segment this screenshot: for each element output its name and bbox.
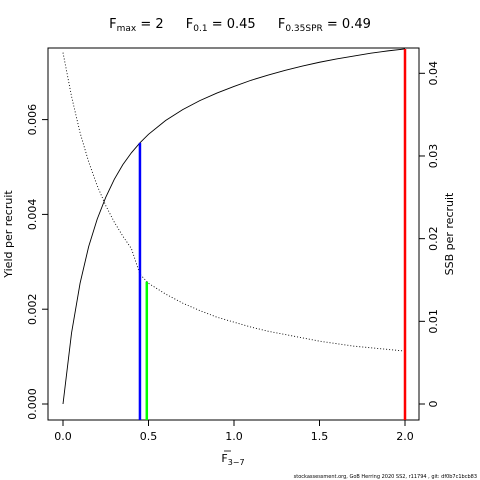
title-f01-main: F: [186, 17, 193, 32]
x-axis-label-main: F: [221, 452, 227, 465]
x-tick-label: 1.0: [225, 430, 243, 443]
plot-frame: [47, 47, 420, 421]
footer-note: stockassessment.org, GoB Herring 2020 SS…: [294, 474, 477, 480]
x-tick-label: 1.5: [311, 430, 329, 443]
reference-lines: [138, 48, 407, 420]
y-axis-left: 0.000 0.002 0.004 0.006: [26, 104, 48, 420]
y-right-tick-label: 0: [427, 401, 440, 408]
x-tick-label: 0.5: [140, 430, 158, 443]
y-left-tick-label: 0.000: [26, 388, 39, 420]
chart-title: Fmax = 2 F0.1 = 0.45 F0.35SPR = 0.49: [109, 17, 371, 34]
y-left-tick-label: 0.002: [26, 293, 39, 325]
y-right-tick-label: 0.03: [427, 144, 440, 169]
title-fspr-main: F: [278, 17, 285, 32]
x-axis-label-sub: 3−7: [228, 458, 245, 467]
y-right-tick-label: 0.01: [427, 309, 440, 334]
title-f01-val: = 0.45: [208, 17, 256, 32]
x-axis: 0.0 0.5 1.0 1.5 2.0: [54, 420, 414, 443]
y-right-tick-label: 0.04: [427, 61, 440, 86]
x-axis-label: F3−7: [221, 452, 244, 467]
title-fspr-sub: 0.35SPR: [285, 24, 322, 34]
title-f01-sub: 0.1: [193, 24, 207, 34]
y-left-tick-label: 0.006: [26, 104, 39, 136]
title-fmax-val: = 2: [136, 17, 163, 32]
title-fmax-sub: max: [117, 24, 137, 34]
x-tick-label: 2.0: [396, 430, 414, 443]
yield-per-recruit-curve: [62, 48, 406, 405]
series-layer: [62, 48, 406, 405]
y-axis-right: 0 0.01 0.02 0.03 0.04: [419, 61, 440, 408]
y-left-tick-label: 0.004: [26, 199, 39, 231]
ssb-per-recruit-curve: [62, 52, 406, 352]
x-tick-label: 0.0: [54, 430, 72, 443]
title-fmax-main: F: [109, 17, 116, 32]
y-axis-right-label: SSB per recruit: [443, 192, 456, 275]
title-fspr-val: = 0.49: [323, 17, 371, 32]
y-axis-left-label: Yield per recruit: [2, 190, 15, 279]
y-right-tick-label: 0.02: [427, 226, 440, 251]
